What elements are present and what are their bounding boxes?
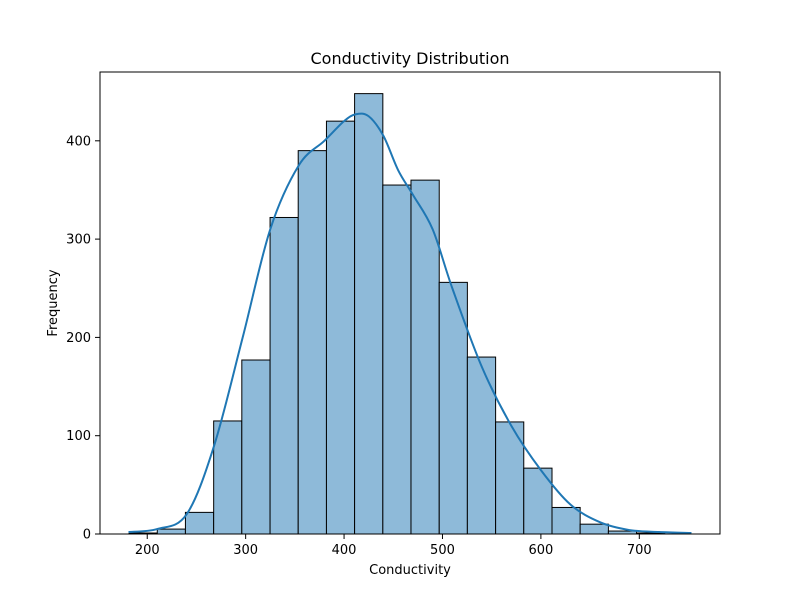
histogram-bar bbox=[579, 523, 609, 535]
histogram-bar bbox=[325, 120, 356, 535]
kde-line bbox=[128, 112, 692, 535]
histogram-bar bbox=[466, 356, 497, 535]
x-tick-label: 400 bbox=[332, 543, 357, 558]
x-tick-label: 600 bbox=[528, 543, 553, 558]
x-tick-label: 200 bbox=[135, 543, 160, 558]
histogram-bar bbox=[410, 179, 440, 535]
x-axis-title: Conductivity bbox=[369, 563, 451, 578]
plot-frame bbox=[99, 71, 721, 535]
histogram-bar bbox=[297, 150, 327, 535]
histogram-bar bbox=[269, 216, 299, 535]
x-tick-label: 500 bbox=[430, 543, 455, 558]
histogram-bar bbox=[213, 420, 243, 535]
histogram-bar bbox=[354, 93, 384, 535]
y-tick-label: 400 bbox=[66, 134, 91, 149]
histogram-bar bbox=[241, 359, 271, 535]
histogram-bar bbox=[551, 506, 581, 535]
y-tick-label: 300 bbox=[66, 233, 91, 248]
y-axis-title: Frequency bbox=[46, 269, 61, 336]
histogram-bar bbox=[382, 184, 412, 535]
y-tick-label: 100 bbox=[66, 429, 91, 444]
histogram-bar bbox=[184, 511, 215, 535]
histogram-bar bbox=[156, 528, 186, 535]
plot-area bbox=[128, 93, 692, 535]
x-tick-label: 700 bbox=[627, 543, 652, 558]
y-tick-label: 0 bbox=[83, 528, 91, 543]
chart-title: Conductivity Distribution bbox=[311, 49, 510, 68]
x-tick-label: 300 bbox=[233, 543, 258, 558]
x-axis: 200 300 400 500 600 700 bbox=[135, 534, 652, 558]
y-tick-label: 200 bbox=[66, 331, 91, 346]
y-axis: 0 100 200 300 400 bbox=[66, 134, 100, 543]
